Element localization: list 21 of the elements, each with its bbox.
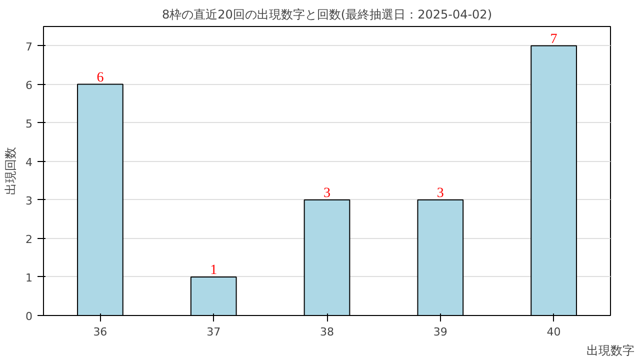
x-axis-title: 出現数字 xyxy=(586,344,634,358)
data-label: 6 xyxy=(96,70,104,86)
data-label: 1 xyxy=(210,262,218,278)
y-axis-title: 出現回数 xyxy=(4,147,18,195)
x-tick-label: 37 xyxy=(206,326,221,338)
y-tick-label: 4 xyxy=(26,156,32,169)
data-label: 7 xyxy=(550,32,558,47)
x-tick-label: 38 xyxy=(320,326,334,338)
y-tick-label: 1 xyxy=(26,271,32,284)
data-label: 3 xyxy=(436,186,444,201)
x-tick-label: 40 xyxy=(546,326,561,338)
y-tick-label: 3 xyxy=(26,194,32,208)
data-label: 3 xyxy=(324,186,330,201)
y-tick-label: 6 xyxy=(26,78,32,92)
y-tick-label: 2 xyxy=(26,232,32,246)
y-tick-label: 7 xyxy=(26,40,32,54)
y-tick-label: 5 xyxy=(26,117,32,130)
x-tick-label: 39 xyxy=(433,326,448,338)
x-tick-label: 36 xyxy=(93,326,108,338)
y-tick-label: 0 xyxy=(26,310,32,323)
chart-title: 8枠の直近20回の出現数字と回数(最終抽選日：2025-04-02) xyxy=(162,8,492,22)
